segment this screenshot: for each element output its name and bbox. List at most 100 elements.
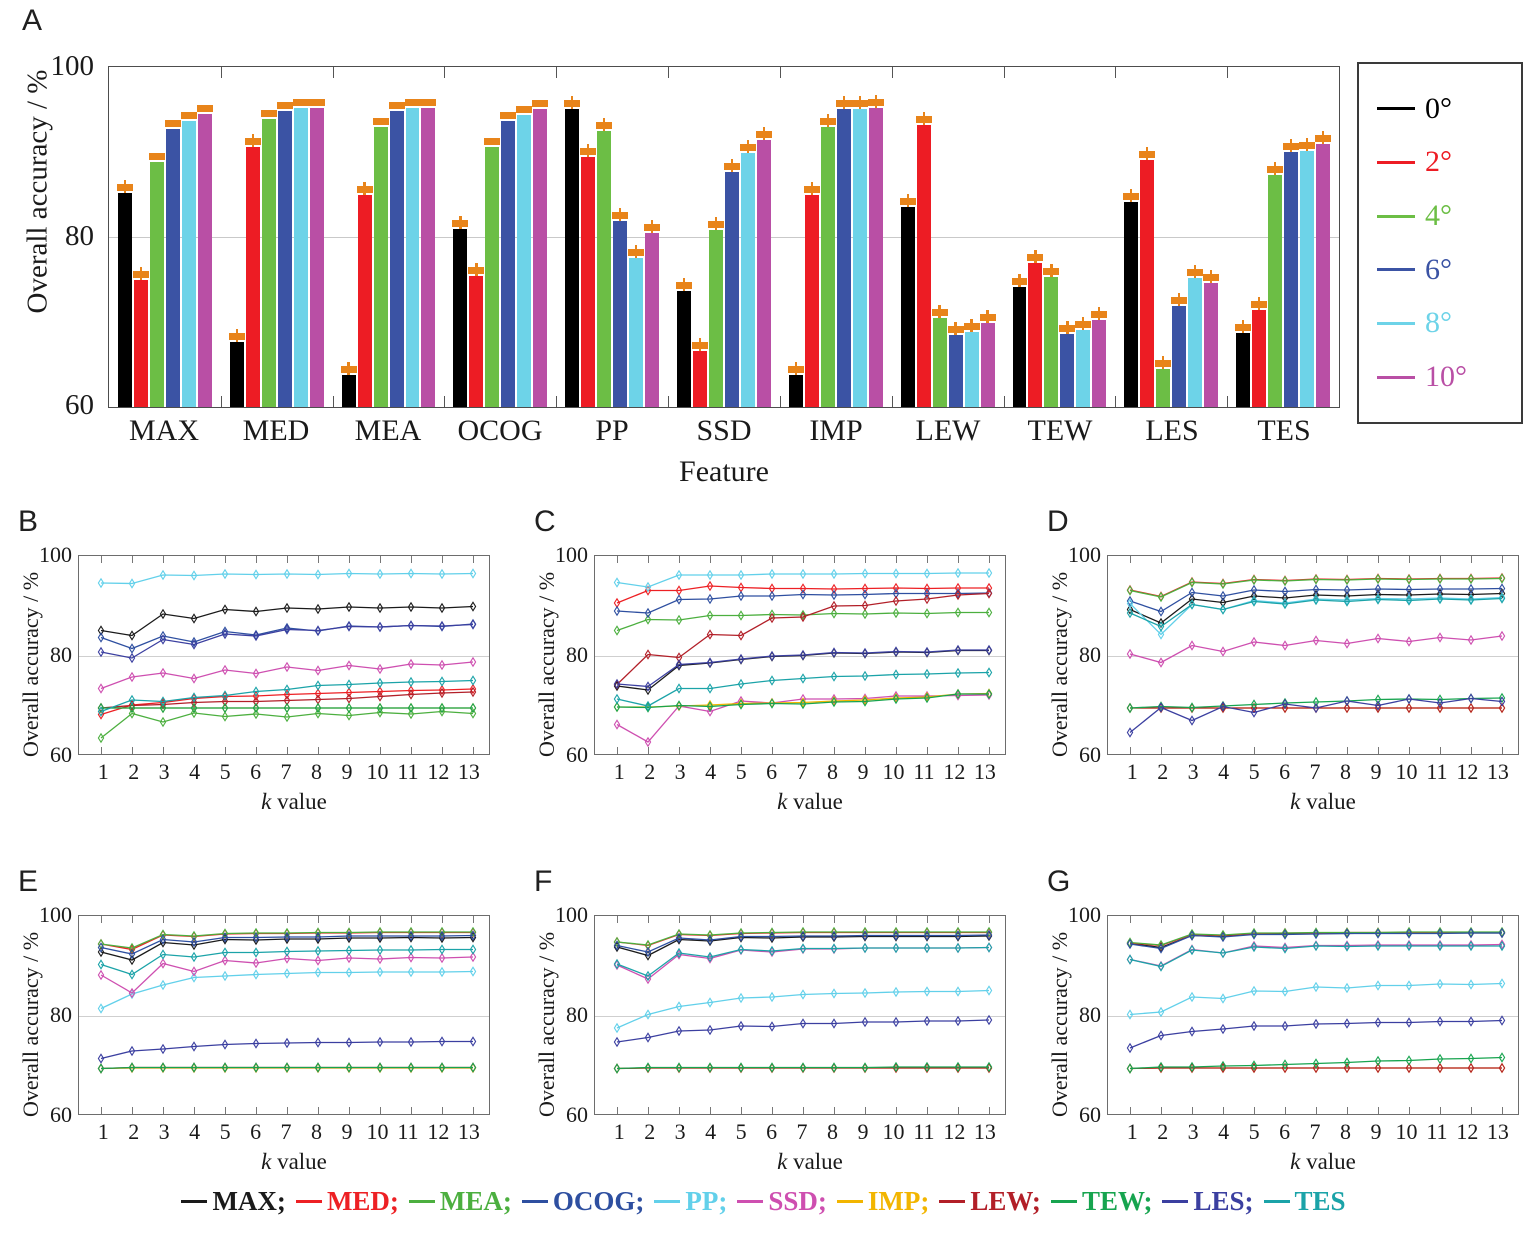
bar-mea-4[interactable] <box>404 98 421 407</box>
bar-max-1[interactable] <box>132 267 149 407</box>
bar-lew-5[interactable] <box>979 310 996 407</box>
panel-g-ytick-60: 60 <box>1079 1102 1101 1127</box>
bar-imp-2[interactable] <box>819 113 836 407</box>
bar-imp-5[interactable] <box>867 94 884 407</box>
bar-ocog-1[interactable] <box>468 263 485 407</box>
bar-ocog-5[interactable] <box>532 100 549 407</box>
bar-mea-2[interactable] <box>372 118 389 407</box>
bar-max-0[interactable] <box>117 180 133 407</box>
feature-legend-item-imp[interactable]: IMP; <box>836 1186 929 1217</box>
bar-med-0[interactable] <box>228 329 245 407</box>
feature-legend-item-max[interactable]: MAX; <box>181 1186 286 1217</box>
bar-lew-2[interactable] <box>931 305 948 407</box>
feature-legend-line-swatch <box>1162 1200 1189 1203</box>
bar-imp-4[interactable] <box>851 96 868 407</box>
bar-ocog-4[interactable] <box>516 105 533 407</box>
bar-med-2[interactable] <box>260 109 277 407</box>
legend-entry-8deg[interactable]: 8° <box>1377 308 1521 338</box>
bar-pp-3[interactable] <box>612 208 629 407</box>
bar-les-3[interactable] <box>1171 293 1188 407</box>
bar-lew-0[interactable] <box>899 193 916 407</box>
bar-med-1[interactable] <box>244 134 261 407</box>
bar-mea-0[interactable] <box>340 361 357 407</box>
bar-ocog-3[interactable] <box>500 112 517 407</box>
bar-tes-4[interactable] <box>1299 138 1315 407</box>
bar-max-4[interactable] <box>180 112 197 407</box>
bar-les-5[interactable] <box>1203 270 1220 407</box>
bar-tew-2[interactable] <box>1043 264 1060 407</box>
series-tes <box>1126 593 1506 632</box>
bar-max-2[interactable] <box>148 152 165 407</box>
feature-legend-item-pp[interactable]: PP; <box>654 1186 727 1217</box>
bar-max-5[interactable] <box>196 104 213 407</box>
bar-tew-4[interactable] <box>1075 317 1092 407</box>
bar-lew-1[interactable] <box>915 111 932 407</box>
legend-entry-4deg[interactable]: 4° <box>1377 201 1521 231</box>
bar-pp-5[interactable] <box>644 219 661 407</box>
bar-tew-3[interactable] <box>1059 321 1076 407</box>
feature-legend-item-med[interactable]: MED; <box>295 1186 399 1217</box>
bar-les-4[interactable] <box>1187 264 1204 407</box>
bar-ssd-3[interactable] <box>723 158 740 407</box>
bar-imp-0[interactable] <box>787 361 804 407</box>
feature-legend-item-ocog[interactable]: OCOG; <box>521 1186 644 1217</box>
bar-ssd-5[interactable] <box>755 127 772 407</box>
x-tick-mark <box>617 916 618 923</box>
feature-legend-item-ssd[interactable]: SSD; <box>737 1186 827 1217</box>
feature-legend-item-lew[interactable]: LEW; <box>939 1186 1041 1217</box>
bar-ssd-4[interactable] <box>739 140 756 407</box>
feature-legend-item-les[interactable]: LES; <box>1162 1186 1254 1217</box>
bar-pp-1[interactable] <box>580 144 597 407</box>
bar-imp-3[interactable] <box>835 96 852 407</box>
bar-ssd-2[interactable] <box>708 217 724 407</box>
error-bar-whisker <box>1066 321 1069 335</box>
bar-lew-3[interactable] <box>947 322 964 407</box>
bar-tes-2[interactable] <box>1267 162 1284 407</box>
bar-ocog-2[interactable] <box>484 138 501 407</box>
bar-tes-5[interactable] <box>1314 130 1331 407</box>
bar-tew-0[interactable] <box>1011 274 1028 407</box>
bar-slot <box>899 67 916 407</box>
bar-tes-0[interactable] <box>1235 319 1252 407</box>
legend-entry-6deg[interactable]: 6° <box>1377 254 1521 285</box>
bar-pp-0[interactable] <box>564 96 581 407</box>
bar-med-4[interactable] <box>292 98 309 407</box>
bar-tew-1[interactable] <box>1027 250 1044 407</box>
legend-entry-10deg[interactable]: 10° <box>1377 362 1521 392</box>
legend-entry-2deg[interactable]: 2° <box>1377 147 1521 177</box>
bar-max-3[interactable] <box>164 120 181 407</box>
bar-slot <box>276 67 293 407</box>
error-bar-whisker <box>139 267 143 281</box>
bar-tes-3[interactable] <box>1283 139 1299 407</box>
x-tick-label-13: 13 <box>457 759 480 784</box>
series-ssd <box>1126 939 1506 972</box>
bar-lew-4[interactable] <box>963 318 980 407</box>
bar-med-5[interactable] <box>308 98 325 407</box>
bar-slot <box>1059 67 1076 407</box>
x-tick-mark <box>1227 67 1229 78</box>
bar-tew-5[interactable] <box>1091 306 1108 407</box>
bar-les-0[interactable] <box>1123 188 1140 407</box>
error-bar-whisker <box>1241 319 1245 333</box>
x-tick-mark <box>1285 916 1286 923</box>
series-ocog <box>1126 927 1506 954</box>
bar-med-3[interactable] <box>276 102 293 407</box>
bar-pp-2[interactable] <box>596 117 613 407</box>
feature-legend-item-mea[interactable]: MEA; <box>408 1186 512 1217</box>
legend-entry-0deg[interactable]: 0° <box>1377 93 1521 124</box>
x-tick-mark <box>1409 1107 1410 1114</box>
bar-tes-1[interactable] <box>1251 296 1268 407</box>
bar-ssd-1[interactable] <box>692 338 708 407</box>
bar-pp-4[interactable] <box>628 245 645 407</box>
bar-imp-1[interactable] <box>803 181 820 407</box>
x-tick-mark <box>1254 556 1255 563</box>
bar-les-1[interactable] <box>1139 146 1156 407</box>
bar-les-2[interactable] <box>1155 355 1172 407</box>
bar-ssd-0[interactable] <box>676 277 693 407</box>
feature-legend-item-tew[interactable]: TEW; <box>1050 1186 1152 1217</box>
bar-mea-5[interactable] <box>420 98 437 407</box>
bar-mea-1[interactable] <box>356 181 373 407</box>
bar-ocog-0[interactable] <box>452 216 469 407</box>
bar-mea-3[interactable] <box>388 102 405 407</box>
feature-legend-item-tes[interactable]: TES <box>1263 1186 1346 1217</box>
